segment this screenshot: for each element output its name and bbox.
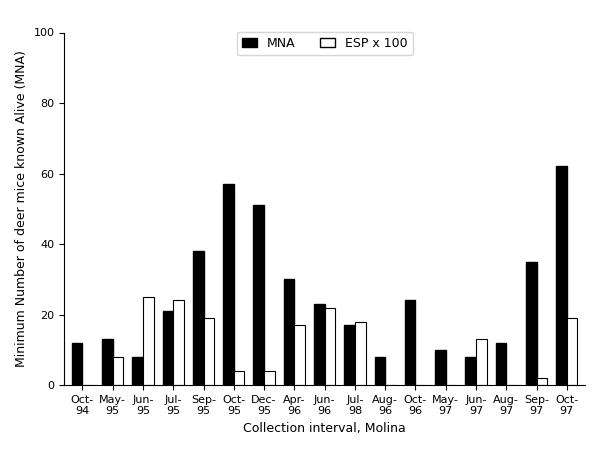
Bar bbox=[325, 307, 335, 385]
Bar bbox=[435, 350, 446, 385]
Bar bbox=[567, 318, 577, 385]
Bar bbox=[466, 357, 476, 385]
Bar bbox=[355, 322, 365, 385]
Bar bbox=[223, 184, 234, 385]
Bar bbox=[405, 301, 415, 385]
Bar bbox=[526, 262, 536, 385]
Bar bbox=[253, 205, 264, 385]
Bar bbox=[113, 357, 124, 385]
X-axis label: Collection interval, Molina: Collection interval, Molina bbox=[243, 422, 406, 435]
Bar bbox=[295, 325, 305, 385]
Bar bbox=[102, 339, 113, 385]
Bar bbox=[264, 371, 275, 385]
Bar bbox=[496, 343, 506, 385]
Bar bbox=[143, 297, 154, 385]
Bar bbox=[536, 378, 547, 385]
Bar bbox=[284, 279, 295, 385]
Bar bbox=[203, 318, 214, 385]
Bar bbox=[193, 251, 203, 385]
Bar bbox=[234, 371, 244, 385]
Bar bbox=[344, 325, 355, 385]
Y-axis label: Minimum Number of deer mice known Alive (MNA): Minimum Number of deer mice known Alive … bbox=[15, 50, 28, 367]
Bar bbox=[72, 343, 82, 385]
Bar bbox=[374, 357, 385, 385]
Bar bbox=[173, 301, 184, 385]
Bar bbox=[556, 166, 567, 385]
Bar bbox=[163, 311, 173, 385]
Bar bbox=[476, 339, 487, 385]
Legend: MNA, ESP x 100: MNA, ESP x 100 bbox=[236, 32, 413, 55]
Bar bbox=[314, 304, 325, 385]
Bar bbox=[133, 357, 143, 385]
